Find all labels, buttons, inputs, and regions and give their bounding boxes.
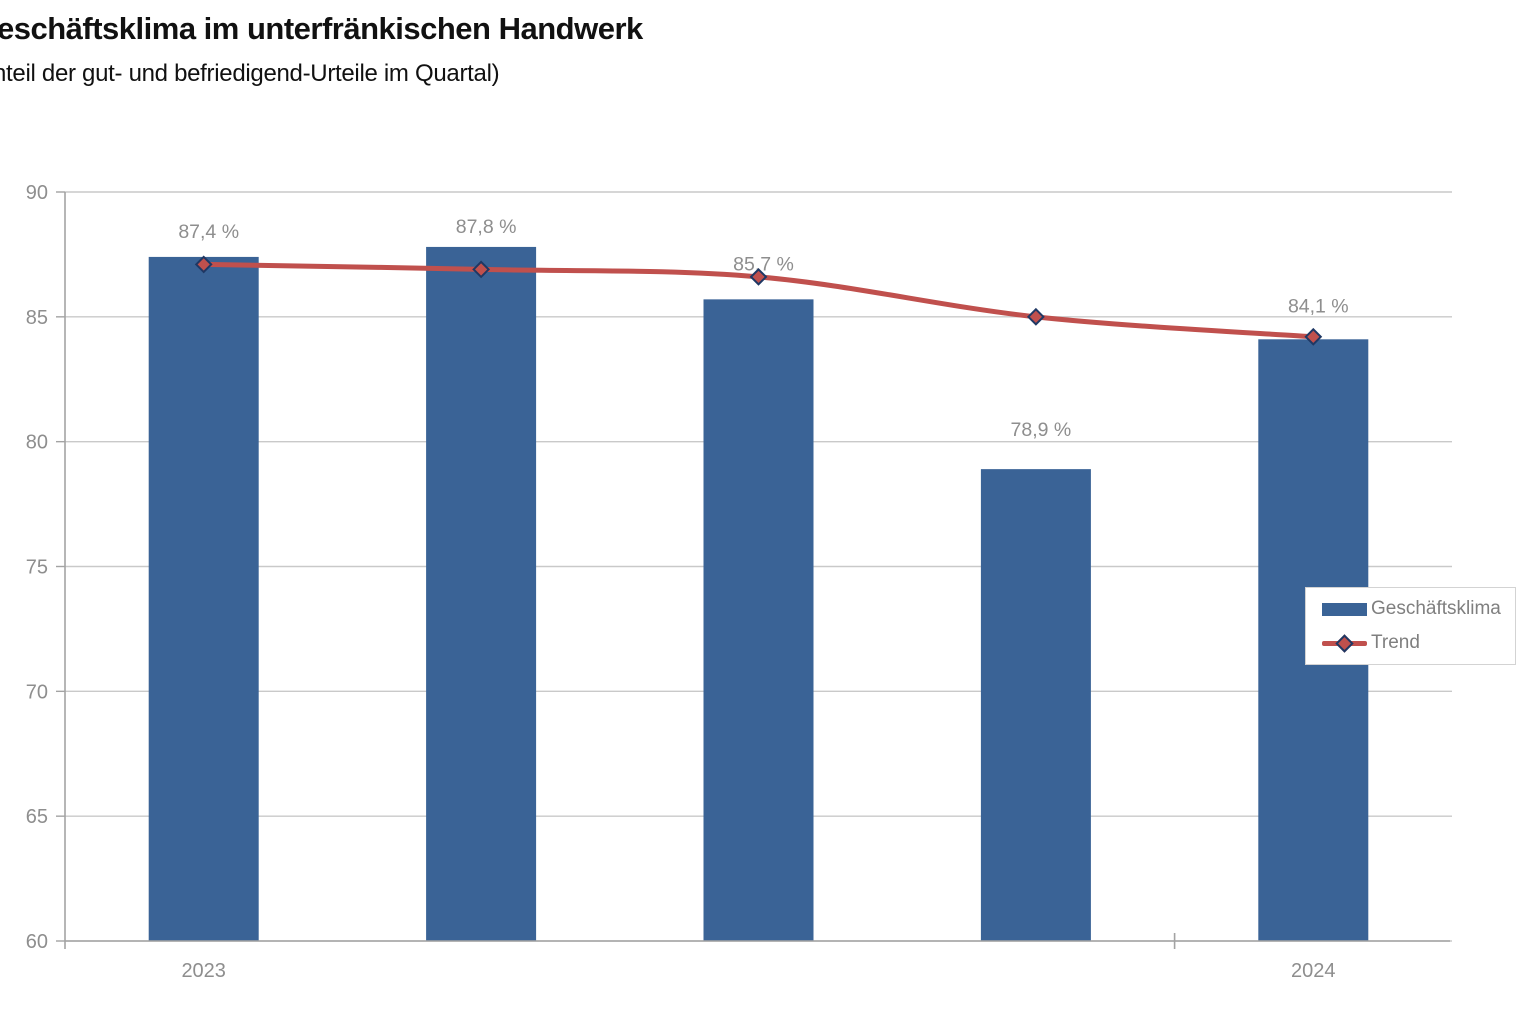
bar-geschaeftsklima xyxy=(703,299,814,941)
trend-line-swatch-icon xyxy=(1322,633,1367,653)
trend-marker-diamond xyxy=(1304,327,1323,346)
y-axis-tick-label: 65 xyxy=(26,806,48,828)
legend-item-geschaeftsklima: Geschäftsklima xyxy=(1322,597,1515,621)
y-axis-tick-label: 75 xyxy=(26,557,48,579)
y-axis-tick-label: 70 xyxy=(26,681,48,703)
y-axis-tick-label: 60 xyxy=(26,931,48,953)
x-axis-category-label: 2023 xyxy=(181,960,226,982)
y-axis-tick-label: 80 xyxy=(26,432,48,454)
bar-series-swatch-icon xyxy=(1322,602,1367,616)
bar-geschaeftsklima xyxy=(148,256,259,941)
trend-marker-diamond xyxy=(749,267,768,286)
bar-data-label: 87,8 % xyxy=(456,216,517,238)
legend-label-trend: Trend xyxy=(1371,632,1420,653)
chart-legend: Geschäftsklima Trend xyxy=(1305,587,1516,665)
bar-geschaeftsklima xyxy=(980,469,1091,941)
x-axis-category-label: 2024 xyxy=(1291,960,1336,982)
chart-subtitle: nteil der gut- und befriedigend-Urteile … xyxy=(0,60,500,87)
trend-marker-diamond xyxy=(1026,307,1045,326)
legend-item-trend: Trend xyxy=(1322,631,1515,655)
bar-geschaeftsklima xyxy=(426,246,537,942)
bar-data-label: 87,4 % xyxy=(178,221,239,243)
bar-data-label: 85,7 % xyxy=(733,253,794,275)
bar-data-label: 84,1 % xyxy=(1288,295,1349,317)
chart-title: eschäftsklima im unterfränkischen Handwe… xyxy=(0,11,643,46)
trend-marker-diamond xyxy=(194,255,213,274)
trend-marker-diamond xyxy=(472,260,491,279)
y-axis-tick-label: 90 xyxy=(26,182,48,204)
bar-data-label: 78,9 % xyxy=(1011,419,1072,441)
y-axis-tick-label: 85 xyxy=(26,307,48,329)
legend-label-geschaeftsklima: Geschäftsklima xyxy=(1371,598,1501,619)
